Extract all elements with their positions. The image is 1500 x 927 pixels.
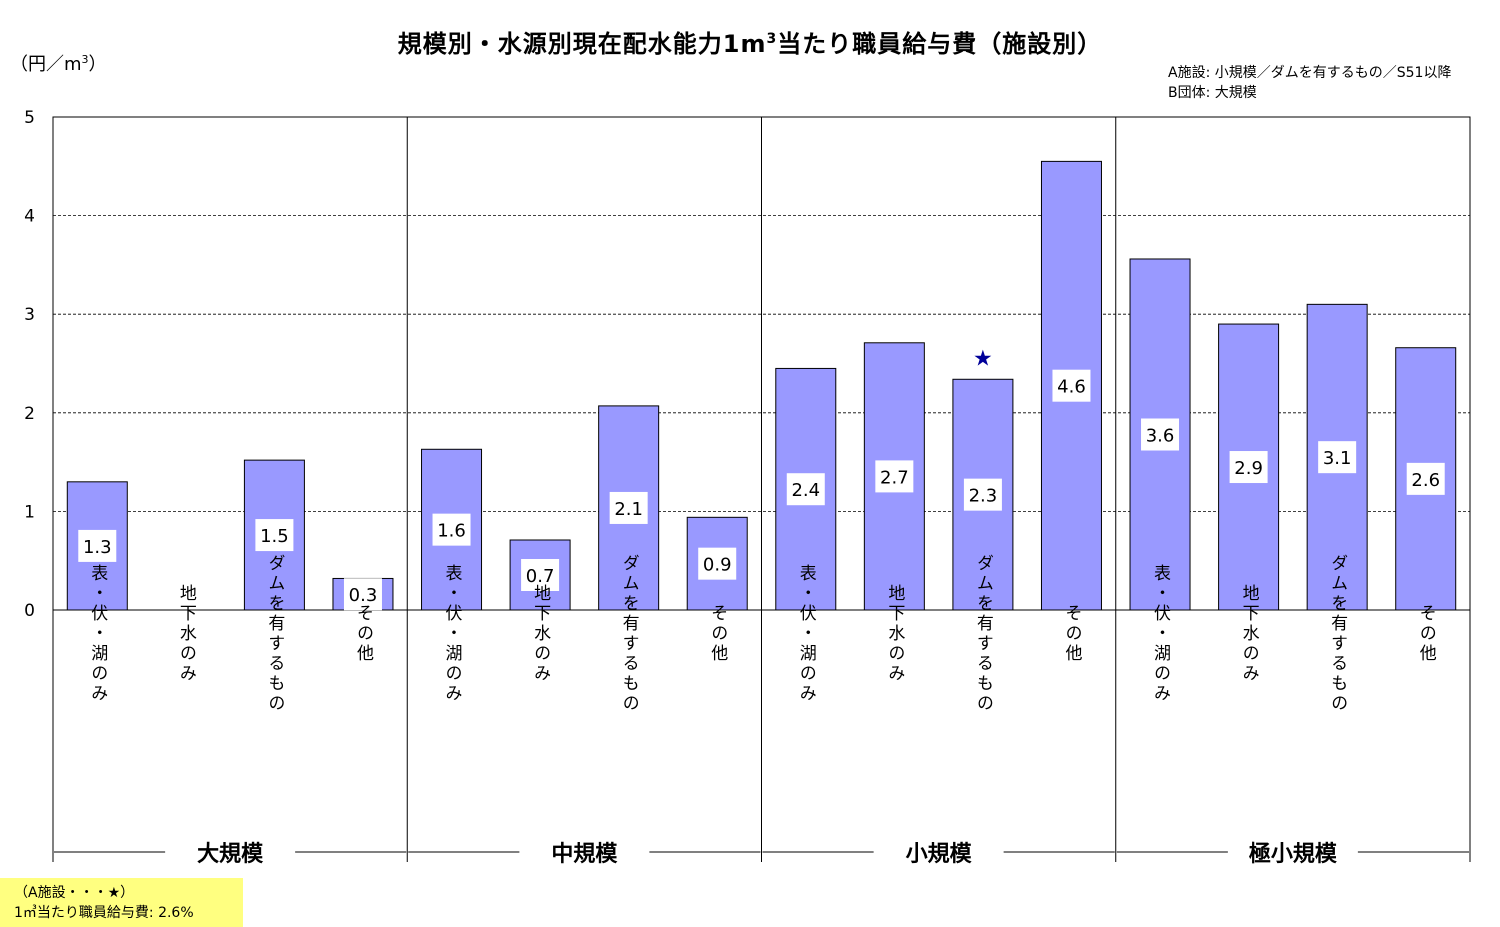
notes: A施設: 小規模／ダムを有するもの／S51以降 B団体: 大規模 bbox=[1168, 63, 1451, 103]
bar bbox=[598, 405, 660, 611]
y-tick-label: 3 bbox=[24, 305, 35, 325]
category-label: 地下水のみ bbox=[176, 584, 197, 684]
group-label: 極小規模 bbox=[1249, 841, 1338, 867]
data-label: 2.4 bbox=[791, 480, 820, 501]
category-label: その他 bbox=[1061, 604, 1082, 664]
y-axis-unit: （円／m3） bbox=[10, 53, 107, 75]
star-marker-icon: ★ bbox=[973, 346, 993, 371]
y-tick-label: 2 bbox=[24, 404, 35, 424]
data-label: 2.3 bbox=[969, 486, 998, 507]
group-label: 大規模 bbox=[197, 842, 264, 867]
data-label-box bbox=[1141, 418, 1180, 451]
data-label: 2.9 bbox=[1234, 458, 1263, 479]
y-tick-label: 1 bbox=[24, 502, 35, 522]
category-label: 表・伏・湖のみ bbox=[796, 564, 817, 704]
data-label-box bbox=[963, 478, 1002, 511]
category-label: 地下水のみ bbox=[530, 584, 551, 684]
category-label: その他 bbox=[353, 604, 374, 664]
y-tick-label: 5 bbox=[24, 108, 35, 128]
data-label: 0.3 bbox=[349, 585, 378, 606]
category-label: ダムを有するもの bbox=[1327, 554, 1348, 714]
category-label: その他 bbox=[707, 604, 728, 664]
data-label: 3.1 bbox=[1323, 448, 1352, 469]
category-label: ダムを有するもの bbox=[973, 554, 994, 714]
footnote-line-1: （A施設・・・★） bbox=[14, 885, 135, 901]
data-label-box bbox=[432, 513, 471, 546]
data-label: 2.1 bbox=[614, 499, 643, 520]
data-label-box bbox=[255, 519, 294, 552]
category-label: 表・伏・湖のみ bbox=[1150, 564, 1171, 704]
data-label: 4.6 bbox=[1057, 377, 1086, 398]
category-label: 地下水のみ bbox=[884, 584, 905, 684]
note-a: A施設: 小規模／ダムを有するもの／S51以降 bbox=[1168, 65, 1452, 81]
chart-title: 規模別・水源別現在配水能力1m3当たり職員給与費（施設別） bbox=[397, 30, 1103, 58]
data-label: 0.7 bbox=[526, 566, 555, 587]
category-label: ダムを有するもの bbox=[264, 554, 285, 714]
group-label: 中規模 bbox=[551, 842, 618, 867]
y-tick-label: 0 bbox=[24, 601, 35, 621]
footnote-box: （A施設・・・★） 1㎥当たり職員給与費: 2.6% bbox=[0, 878, 243, 927]
data-label: 1.6 bbox=[437, 521, 466, 542]
data-label: 0.9 bbox=[703, 555, 732, 576]
bar bbox=[1395, 347, 1457, 611]
footnote-line-2: 1㎥当たり職員給与費: 2.6% bbox=[14, 905, 194, 921]
data-label-box bbox=[78, 529, 117, 562]
data-label: 1.3 bbox=[83, 537, 112, 558]
category-label: その他 bbox=[1416, 604, 1437, 664]
data-label-box bbox=[698, 547, 737, 580]
data-label-box bbox=[875, 460, 914, 493]
data-label-box bbox=[1229, 451, 1268, 484]
category-label: 表・伏・湖のみ bbox=[442, 564, 463, 704]
data-label: 2.7 bbox=[880, 467, 909, 488]
data-label-box bbox=[1318, 441, 1357, 474]
data-label-box bbox=[343, 578, 382, 611]
y-tick-label: 4 bbox=[24, 207, 35, 227]
data-label-box bbox=[521, 558, 560, 591]
category-label: ダムを有するもの bbox=[619, 554, 640, 714]
data-label-box bbox=[1052, 369, 1091, 402]
data-label: 1.5 bbox=[260, 526, 289, 547]
data-label-box bbox=[609, 491, 648, 524]
data-label-box bbox=[786, 473, 825, 506]
group-label: 小規模 bbox=[906, 842, 973, 867]
category-label: 表・伏・湖のみ bbox=[87, 564, 108, 704]
category-label: 地下水のみ bbox=[1239, 584, 1260, 684]
note-b: B団体: 大規模 bbox=[1168, 85, 1257, 101]
data-label: 2.6 bbox=[1411, 470, 1440, 491]
data-label: 3.6 bbox=[1146, 425, 1175, 446]
data-label-box bbox=[1406, 462, 1445, 495]
